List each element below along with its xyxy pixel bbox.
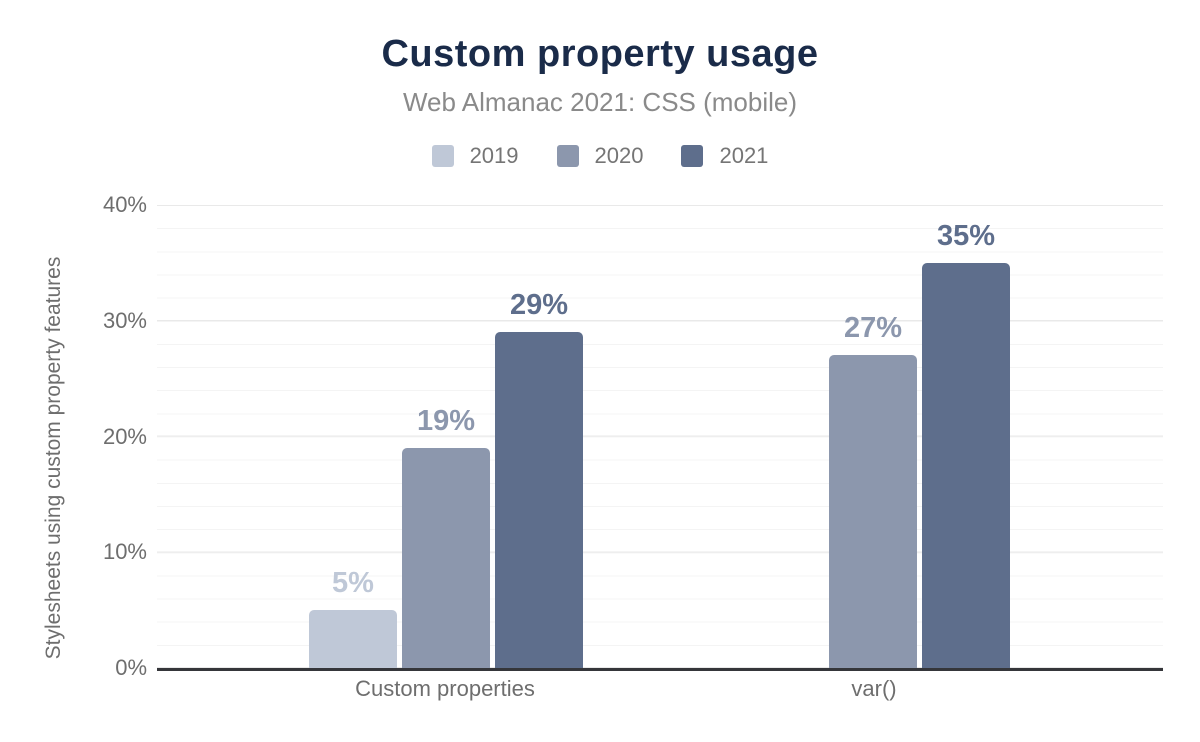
y-axis-ticks: 0% 10% 20% 30% 40% — [0, 192, 147, 680]
y-tick-30: 30% — [102, 307, 147, 333]
bar-value-label: 19% — [416, 405, 476, 438]
legend: 2019 2020 2021 — [0, 143, 1200, 169]
legend-item-2019: 2019 — [431, 143, 519, 169]
legend-item-2020: 2020 — [556, 143, 644, 169]
legend-item-2021: 2021 — [681, 143, 768, 169]
bar-2019-custom-properties: 5% — [309, 205, 397, 668]
bar-value-label: 27% — [843, 312, 903, 345]
bar — [829, 355, 917, 668]
legend-label-2021: 2021 — [719, 143, 769, 168]
bar-2020-custom-properties: 19% — [402, 205, 490, 668]
y-tick-0: 0% — [115, 655, 147, 680]
bar-2020-var: 27% — [829, 205, 917, 668]
chart-title: Custom property usage — [381, 33, 819, 75]
legend-swatch-2021-icon — [681, 145, 704, 167]
bar-value-label: 29% — [509, 289, 569, 322]
bar — [922, 262, 1010, 668]
y-tick-40: 40% — [102, 192, 147, 217]
x-category-label-var: var() — [851, 676, 897, 701]
legend-label-2019: 2019 — [469, 143, 519, 168]
bar-value-label: 35% — [936, 219, 996, 252]
chart-subtitle: Web Almanac 2021: CSS (mobile) — [402, 87, 798, 117]
y-tick-10: 10% — [102, 539, 147, 565]
legend-label-2020: 2020 — [594, 143, 644, 168]
plot-area: 5% 19% 29% 27% 35% — [157, 205, 1163, 671]
y-tick-20: 20% — [102, 423, 147, 449]
bar-2021-var: 35% — [922, 205, 1010, 668]
legend-swatch-2019-icon — [431, 145, 454, 167]
bar-2021-custom-properties: 29% — [495, 205, 583, 668]
x-category-label-custom-properties: Custom properties — [355, 676, 535, 701]
bar-value-label: 5% — [332, 567, 374, 600]
bar — [402, 448, 490, 668]
legend-swatch-2020-icon — [556, 145, 579, 167]
bar — [495, 332, 583, 668]
bar — [309, 610, 397, 668]
